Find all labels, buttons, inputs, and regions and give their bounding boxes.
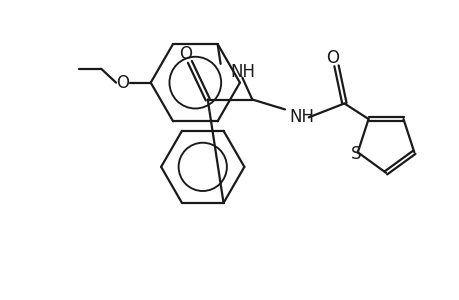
Text: S: S (350, 145, 360, 163)
Text: O: O (116, 74, 129, 92)
Text: NH: NH (288, 108, 313, 126)
Text: O: O (179, 45, 192, 63)
Text: NH: NH (230, 63, 255, 81)
Text: O: O (325, 49, 338, 67)
